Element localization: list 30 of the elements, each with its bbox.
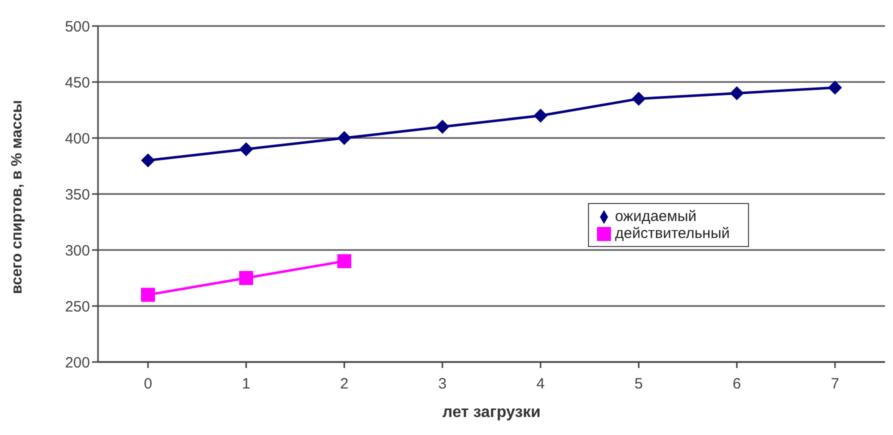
y-tick-label: 250 <box>64 298 90 316</box>
y-tick-label: 300 <box>64 242 90 260</box>
point <box>534 108 548 123</box>
y-tick-label: 450 <box>64 74 90 92</box>
point <box>337 131 352 145</box>
point <box>435 120 450 134</box>
x-tick-label: 4 <box>536 376 545 393</box>
point <box>730 86 744 100</box>
y-tick-label: 200 <box>64 354 90 372</box>
legend-label: действительный <box>615 225 730 242</box>
y-axis-title: всего спиртов, в % массы <box>8 100 26 294</box>
point <box>141 153 155 168</box>
point <box>828 80 842 95</box>
x-tick-label: 5 <box>634 376 643 393</box>
y-tick-label: 350 <box>64 186 90 204</box>
point <box>239 142 254 156</box>
x-tick-label: 2 <box>340 376 348 393</box>
legend-label: ожидаемый <box>615 208 696 225</box>
x-tick-label: 0 <box>144 376 152 393</box>
point <box>632 92 646 106</box>
x-tick-label: 3 <box>438 376 447 393</box>
x-tick-label: 7 <box>830 376 840 393</box>
point <box>239 271 254 285</box>
point <box>141 288 155 302</box>
x-tick-label: 1 <box>242 376 250 393</box>
point <box>337 254 352 268</box>
x-axis-title: лет загрузки <box>442 404 541 421</box>
y-tick-label: 500 <box>64 18 90 36</box>
y-tick-label: 400 <box>64 130 90 148</box>
x-tick-label: 6 <box>732 376 742 393</box>
